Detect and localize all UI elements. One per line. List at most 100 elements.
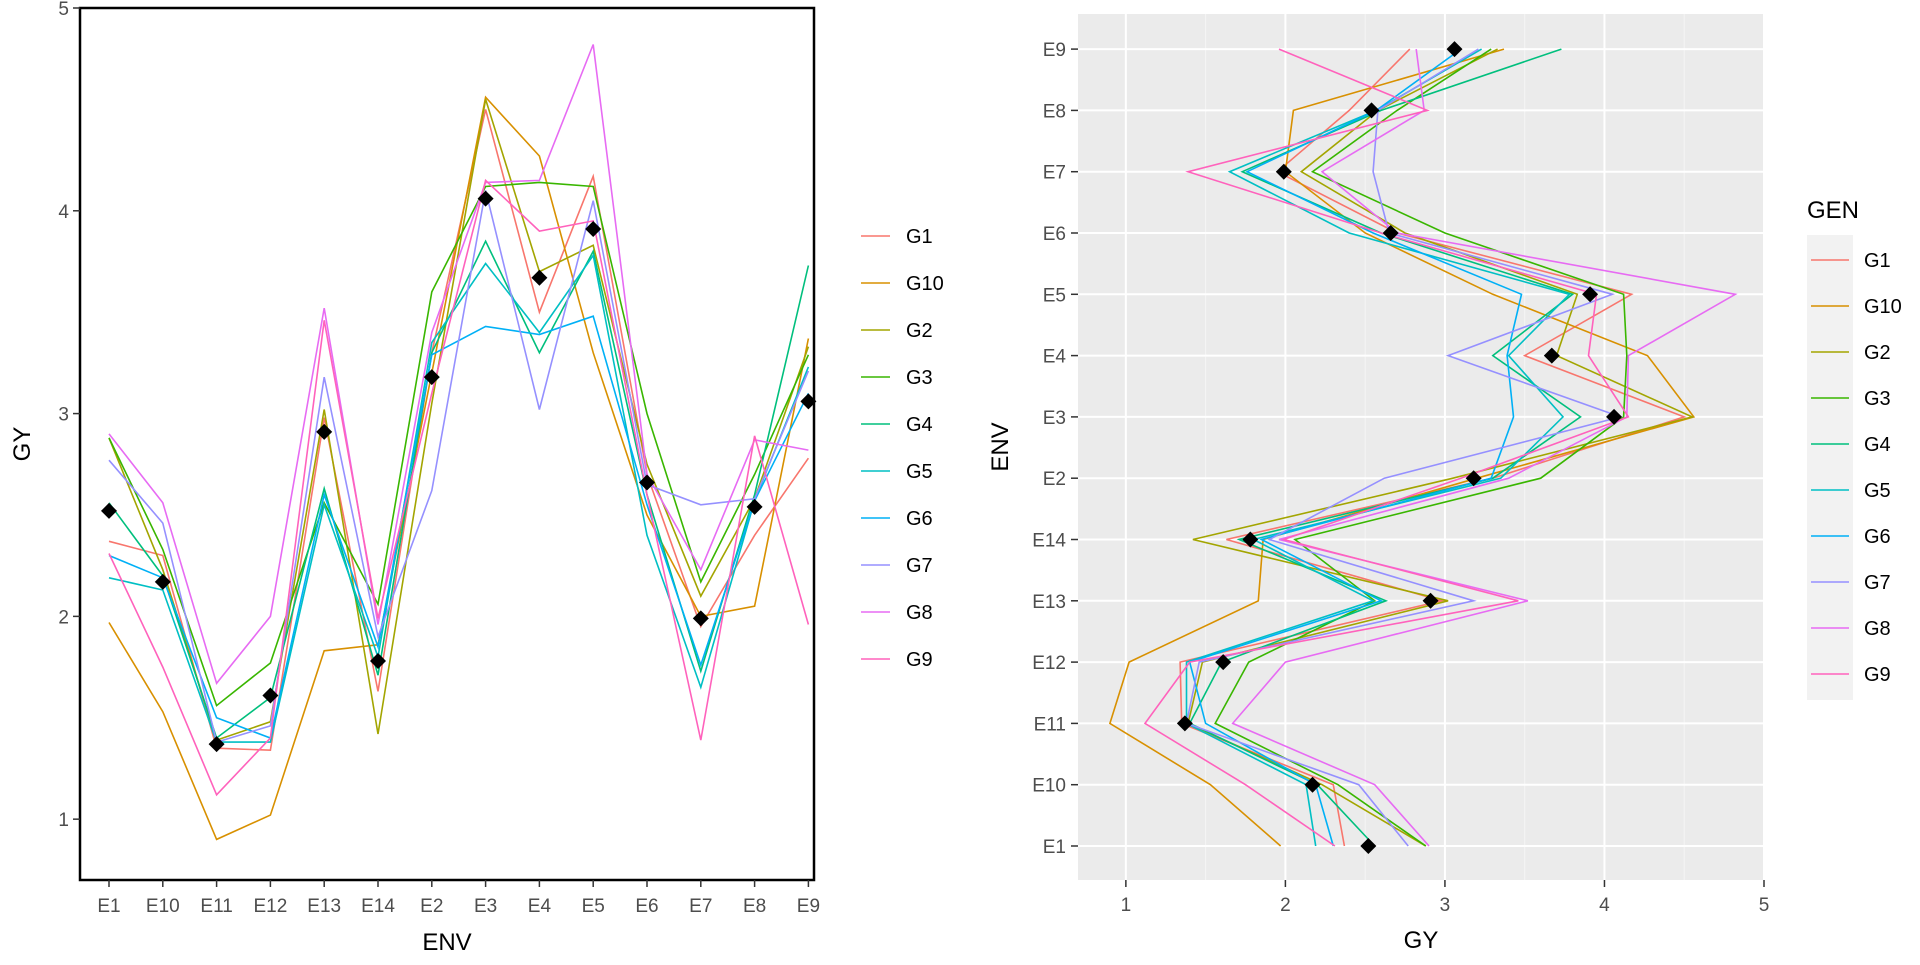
right-series-line-G7 [1185, 48, 1624, 847]
left-axes: 1 2 3 4 5 E1 E10 E11 E12 E13 E14 E2 E3 E4 E5 E6 E7 E8 E9 [58, 0, 820, 917]
left-legend-label-G2: G2 [906, 320, 933, 342]
right-y-tick-label: E11 [1034, 714, 1066, 735]
right-y-tick-label: E9 [1043, 40, 1066, 61]
left-series-line-G9 [108, 178, 810, 797]
left-x-tick-label: E1 [97, 896, 120, 917]
left-series-layer [108, 44, 810, 841]
right-mean-point-E9 [1446, 41, 1463, 58]
left-legend-label-G6: G6 [906, 508, 933, 530]
right-x-axis-title: GY [1404, 927, 1439, 954]
right-series-line-G9 [1143, 48, 1630, 847]
left-mean-point-E11 [208, 736, 225, 753]
left-mean-point-E4 [531, 269, 548, 286]
left-series-line-G8 [108, 44, 809, 685]
left-mean-point-E10 [154, 573, 171, 590]
right-mean-point-E12 [1215, 654, 1232, 671]
right-y-tick-label: E1 [1043, 837, 1066, 858]
right-mean-point-E4 [1543, 347, 1560, 364]
right-y-tick-label: E10 [1032, 776, 1066, 797]
left-x-tick-label: E12 [253, 896, 287, 917]
left-x-tick-label: E11 [200, 896, 232, 917]
left-mean-point-E14 [370, 652, 386, 669]
left-legend-label-G5: G5 [906, 461, 933, 483]
left-x-tick-label: E7 [689, 896, 712, 917]
left-legend-label-G3: G3 [906, 367, 933, 389]
left-x-tick-label: E2 [420, 896, 443, 917]
right-legend-label-G4: G4 [1864, 434, 1891, 456]
right-mean-point-E3 [1606, 408, 1623, 425]
left-mean-point-E1 [101, 502, 117, 519]
left-legend-label-G8: G8 [906, 602, 933, 624]
left-mean-point-E5 [585, 221, 602, 238]
right-y-axis-title: ENV [987, 422, 1014, 471]
right-panel: 1 2 3 4 5 E1 E10 E11 E12 E13 E14 E2 E3 E4 E5 E6 E7 E8 E9 G… [987, 14, 1902, 954]
right-mean-point-E1 [1360, 838, 1377, 854]
left-y-tick-label: 1 [58, 810, 69, 831]
right-x-tick-label: 2 [1280, 895, 1291, 916]
left-y-axis-title: GY [9, 427, 36, 462]
right-x-tick-label: 4 [1599, 895, 1610, 916]
right-legend-label-G5: G5 [1864, 480, 1891, 502]
right-legend-label-G1: G1 [1864, 250, 1891, 272]
right-mean-point-E7 [1275, 163, 1292, 180]
right-legend: G1 G10 G2 G3 G4 G5 G6 G7 G8 G9 [1811, 250, 1902, 686]
left-series-line-G5 [108, 253, 810, 743]
right-legend-title: GEN [1807, 197, 1859, 224]
right-mean-point-E2 [1465, 470, 1482, 487]
left-mean-point-E3 [477, 190, 494, 207]
left-series-line-G7 [108, 190, 810, 744]
right-legend-label-G10: G10 [1864, 296, 1902, 318]
left-x-tick-label: E3 [474, 896, 497, 917]
right-legend-label-G6: G6 [1864, 526, 1891, 548]
right-y-tick-label: E4 [1043, 347, 1067, 368]
right-legend-label-G7: G7 [1864, 572, 1891, 594]
left-series-line-G2 [108, 99, 810, 742]
left-mean-point-E8 [746, 498, 763, 515]
left-x-tick-label: E4 [528, 896, 552, 917]
right-y-tick-label: E6 [1043, 224, 1066, 245]
right-mean-point-E6 [1382, 225, 1399, 241]
right-x-tick-label: 3 [1440, 895, 1451, 916]
right-mean-point-E10 [1304, 776, 1321, 793]
right-y-tick-label: E5 [1043, 285, 1066, 306]
right-series-line-G2 [1187, 48, 1695, 847]
left-legend-label-G9: G9 [906, 649, 933, 671]
right-axes: 1 2 3 4 5 E1 E10 E11 E12 E13 E14 E2 E3 E4 E5 E6 E7 E8 E9 [1032, 40, 1769, 916]
right-mean-point-E11 [1176, 715, 1193, 732]
right-plot-background [1078, 14, 1764, 880]
right-series-line-G4 [1188, 48, 1582, 847]
right-y-tick-label: E13 [1032, 592, 1066, 613]
left-x-tick-label: E8 [743, 896, 766, 917]
left-x-tick-label: E13 [307, 896, 341, 917]
right-series-line-G5 [1185, 48, 1571, 847]
right-legend-label-G2: G2 [1864, 342, 1891, 364]
left-y-tick-label: 3 [58, 405, 69, 426]
right-grid [1078, 14, 1765, 880]
left-mean-points [101, 190, 817, 753]
left-series-line-G4 [108, 239, 810, 740]
left-mean-point-E13 [316, 423, 333, 440]
right-series-layer [1108, 48, 1738, 847]
left-series-line-G10 [108, 95, 810, 841]
right-legend-label-G3: G3 [1864, 388, 1891, 410]
left-x-tick-label: E5 [582, 896, 605, 917]
right-y-tick-label: E3 [1043, 408, 1066, 429]
left-y-tick-label: 5 [58, 0, 69, 20]
right-mean-point-E8 [1363, 102, 1380, 119]
left-y-tick-label: 4 [58, 202, 69, 223]
right-y-tick-label: E14 [1032, 531, 1066, 552]
right-legend-key-background [1807, 235, 1853, 700]
left-x-tick-label: E6 [635, 896, 658, 917]
left-plot-frame [78, 6, 816, 882]
right-y-tick-label: E12 [1032, 653, 1066, 674]
left-legend: G1 G10 G2 G3 G4 G5 G6 G7 G8 G9 [861, 226, 944, 671]
left-mean-point-E6 [639, 474, 655, 491]
right-mean-point-E5 [1582, 286, 1599, 303]
left-panel: 1 2 3 4 5 E1 E10 E11 E12 E13 E14 E2 E3 E4 E5 E6 E7 E8 E9 E… [9, 0, 944, 956]
right-x-tick-label: 1 [1121, 895, 1132, 916]
left-legend-label-G1: G1 [906, 226, 933, 248]
right-y-tick-label: E8 [1043, 101, 1066, 122]
right-legend-label-G8: G8 [1864, 618, 1891, 640]
left-y-tick-label: 2 [58, 607, 69, 628]
